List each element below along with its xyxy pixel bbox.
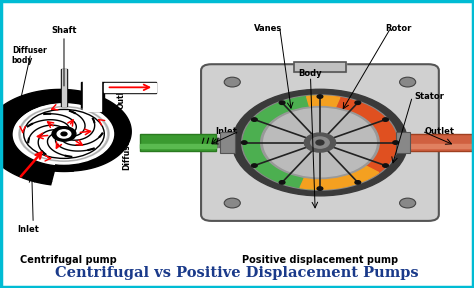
Circle shape <box>355 101 361 105</box>
Circle shape <box>241 141 247 144</box>
Circle shape <box>279 181 285 184</box>
Text: Vanes: Vanes <box>254 24 282 33</box>
Circle shape <box>311 137 329 148</box>
Text: Inlet: Inlet <box>18 225 39 234</box>
Bar <box>83 81 101 111</box>
Text: Rotor: Rotor <box>385 24 411 33</box>
Circle shape <box>232 89 408 196</box>
Circle shape <box>317 95 323 98</box>
Text: Inlet: Inlet <box>215 126 237 136</box>
Circle shape <box>14 104 114 164</box>
Circle shape <box>19 107 109 161</box>
Text: Body: Body <box>299 69 322 78</box>
Circle shape <box>52 127 76 141</box>
Bar <box>294 62 346 72</box>
Circle shape <box>383 164 388 167</box>
Text: Centrifugal vs Positive Displacement Pumps: Centrifugal vs Positive Displacement Pum… <box>55 266 419 280</box>
Bar <box>405 134 474 151</box>
Circle shape <box>61 132 67 136</box>
Circle shape <box>252 118 257 121</box>
Polygon shape <box>0 89 131 185</box>
Circle shape <box>279 101 285 105</box>
Wedge shape <box>307 96 340 143</box>
Bar <box>220 132 235 153</box>
Bar <box>140 134 216 151</box>
Circle shape <box>400 77 416 87</box>
Bar <box>396 132 410 153</box>
Circle shape <box>57 130 71 138</box>
Circle shape <box>224 198 240 208</box>
Polygon shape <box>55 164 73 171</box>
Bar <box>294 62 346 72</box>
Text: Outlet: Outlet <box>424 126 454 136</box>
Bar <box>62 69 66 106</box>
Bar <box>201 138 225 147</box>
Circle shape <box>264 108 376 177</box>
Circle shape <box>317 187 323 190</box>
Bar <box>140 144 216 148</box>
Circle shape <box>355 181 361 184</box>
Circle shape <box>252 164 257 167</box>
Circle shape <box>304 133 336 152</box>
Text: Outlet: Outlet <box>116 82 125 109</box>
Circle shape <box>393 141 399 144</box>
Bar <box>104 82 156 93</box>
Wedge shape <box>243 96 320 189</box>
Text: Stator: Stator <box>415 92 445 101</box>
Text: Shaft: Shaft <box>51 26 77 35</box>
FancyBboxPatch shape <box>201 64 439 221</box>
Bar <box>61 69 67 106</box>
Polygon shape <box>0 93 126 181</box>
Circle shape <box>224 77 240 87</box>
Circle shape <box>316 140 324 145</box>
Circle shape <box>261 107 379 179</box>
Text: Diffuser
body: Diffuser body <box>12 46 46 65</box>
Text: Positive displacement pump: Positive displacement pump <box>242 255 398 265</box>
Bar <box>104 83 156 92</box>
Bar <box>81 82 104 111</box>
Circle shape <box>400 198 416 208</box>
Text: Centrifugal pump: Centrifugal pump <box>20 255 117 265</box>
Wedge shape <box>300 143 379 189</box>
Circle shape <box>22 108 106 160</box>
Wedge shape <box>320 96 397 176</box>
Bar <box>405 144 474 148</box>
Circle shape <box>242 95 398 190</box>
Text: Diffuser: Diffuser <box>122 135 131 170</box>
Circle shape <box>383 118 388 121</box>
